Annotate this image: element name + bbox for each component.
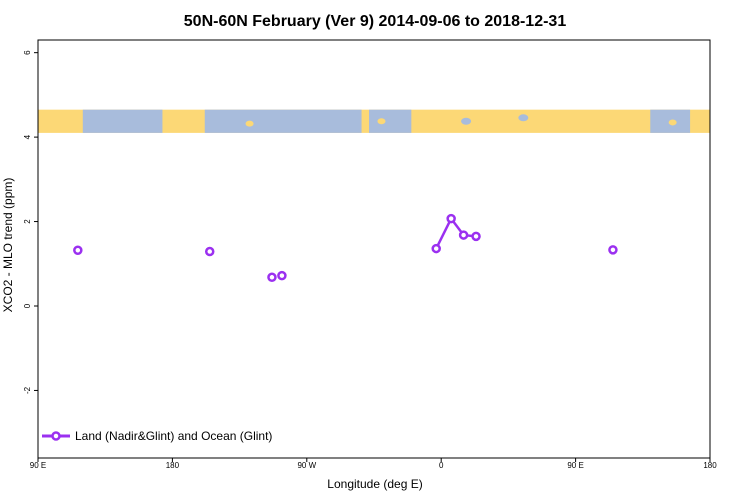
x-tick-label: 90 E (30, 461, 46, 470)
data-point (267, 272, 277, 283)
y-axis-label: XCO2 - MLO trend (ppm) (1, 178, 15, 313)
map-water-feature (319, 118, 330, 126)
x-tick-label: 180 (166, 461, 180, 470)
series-points (73, 213, 618, 283)
chart-title: 50N-60N February (Ver 9) 2014-09-06 to 2… (184, 13, 567, 30)
y-tick-label: 4 (23, 134, 32, 139)
map-land-feature (170, 117, 179, 124)
data-point (608, 245, 618, 255)
map-land-feature (668, 119, 677, 126)
data-point (471, 231, 481, 242)
world-map-strip (38, 109, 710, 133)
data-point (277, 270, 287, 281)
map-ocean-region (204, 109, 362, 133)
map-water-feature (112, 115, 123, 123)
data-point (458, 230, 469, 240)
data-point (204, 246, 215, 257)
legend-marker (51, 431, 61, 441)
map-land-feature (377, 118, 386, 125)
series-line (435, 217, 477, 250)
y-axis: -2 0 2 4 6 (23, 50, 38, 394)
x-tick-label: 90 W (297, 461, 316, 470)
x-axis: 90 E 180 90 W 0 90 E 180 (30, 458, 717, 470)
data-point (446, 213, 456, 224)
x-tick-label: 0 (439, 461, 444, 470)
y-tick-label: -2 (23, 386, 32, 394)
map-water-feature (518, 114, 529, 122)
data-point (73, 245, 83, 256)
y-tick-label: 0 (23, 303, 32, 308)
map-ocean-region (82, 109, 163, 133)
map-water-feature (388, 113, 399, 121)
series-lines (435, 217, 477, 250)
map-ocean-region (369, 109, 412, 133)
plot-frame (37, 39, 711, 459)
x-tick-label: 90 E (567, 461, 583, 470)
legend: Land (Nadir&Glint) and Ocean (Glint) (42, 429, 272, 443)
x-axis-label: Longitude (deg E) (327, 477, 422, 491)
y-tick-label: 2 (23, 219, 32, 224)
x-tick-label: 180 (703, 461, 717, 470)
map-water-feature (461, 117, 472, 125)
data-point (431, 243, 441, 254)
map-land-feature (245, 120, 254, 127)
legend-entry-label: Land (Nadir&Glint) and Ocean (Glint) (75, 429, 272, 443)
y-tick-label: 6 (23, 50, 32, 55)
